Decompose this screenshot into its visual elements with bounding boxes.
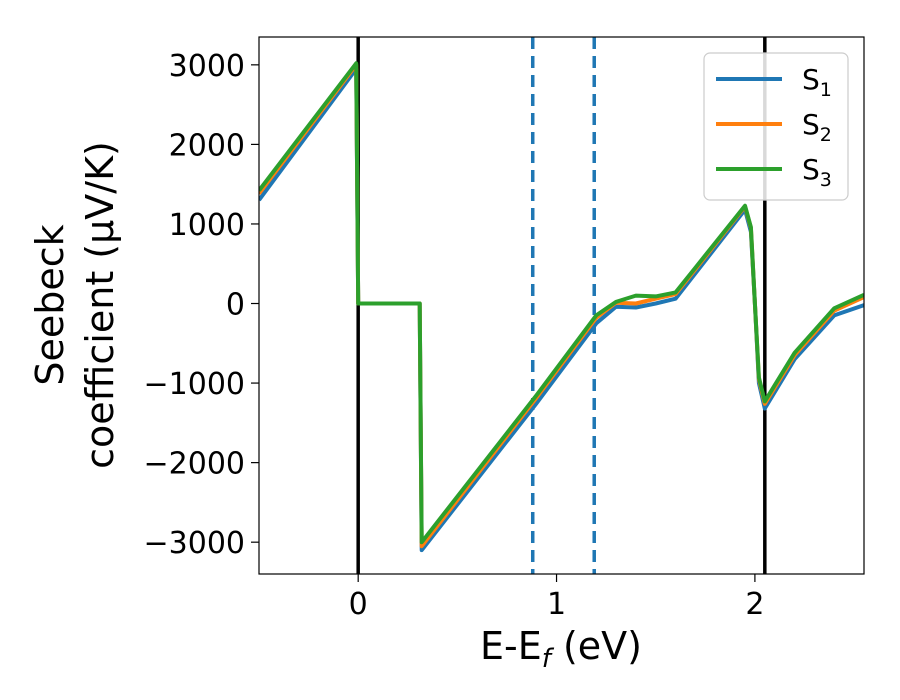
legend-label-s2: S2: [802, 108, 832, 146]
series-group: [259, 37, 864, 574]
y-axis-label: Seebeck coefficient (μV/K): [28, 141, 122, 469]
y-tick-label: −1000: [144, 367, 245, 402]
axes-frame: [258, 36, 865, 575]
series-line-s3: [259, 61, 864, 545]
x-axis-label: E-Ef (eV): [480, 624, 642, 674]
legend-label-s3: S3: [802, 153, 832, 191]
y-tick-label: 1000: [169, 208, 245, 243]
legend: S1 S2 S3: [703, 52, 849, 201]
y-tick-label: 2000: [169, 128, 245, 163]
plot-area: 0 1 2 3000 2000 1000 0 −1000 −2000 −3000: [144, 36, 865, 622]
x-tick-label: 2: [745, 587, 764, 622]
y-tick-label: 3000: [169, 49, 245, 84]
x-tick-label: 1: [547, 587, 566, 622]
y-tick-label: 0: [226, 288, 245, 323]
y-axis-label-line-1: Seebeck: [28, 224, 72, 385]
y-axis-label-line-2: coefficient (μV/K): [78, 141, 122, 469]
y-tick-label: −2000: [144, 447, 245, 482]
legend-box: [703, 52, 849, 201]
y-tick-label: −3000: [144, 526, 245, 561]
legend-label-s1: S1: [802, 63, 832, 101]
x-tick-label: 0: [349, 587, 368, 622]
